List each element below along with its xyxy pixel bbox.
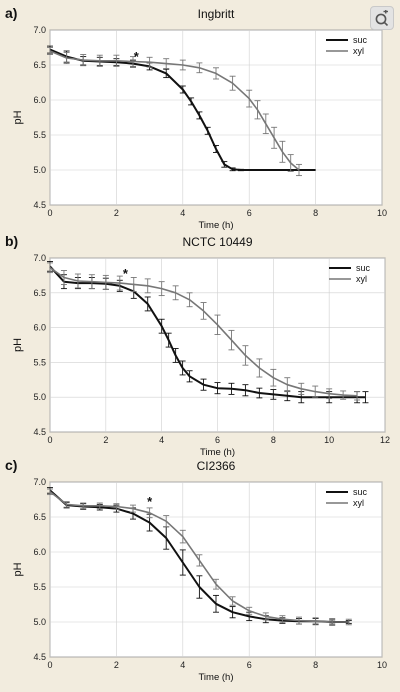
x-tick-label: 0 bbox=[47, 208, 52, 218]
plot-area bbox=[49, 29, 383, 206]
y-tick-label: 7.0 bbox=[33, 253, 46, 263]
legend-label-suc: suc bbox=[356, 263, 371, 273]
x-tick-label: 0 bbox=[47, 435, 52, 445]
legend-label-suc: suc bbox=[353, 35, 368, 45]
y-tick-label: 6.5 bbox=[33, 512, 46, 522]
y-tick-label: 6.0 bbox=[33, 323, 46, 333]
y-tick-label: 5.0 bbox=[33, 392, 46, 402]
y-tick-label: 5.5 bbox=[33, 130, 46, 140]
x-tick-label: 0 bbox=[47, 660, 52, 670]
x-axis-label: Time (h) bbox=[198, 672, 233, 683]
chart-title: CI2366 bbox=[197, 459, 236, 473]
legend-label-xyl: xyl bbox=[356, 274, 367, 284]
series-line-xyl bbox=[49, 267, 358, 397]
y-axis-label: pH bbox=[12, 338, 24, 352]
series-line-suc bbox=[49, 265, 366, 399]
significance-marker: * bbox=[147, 494, 153, 509]
series-line-suc bbox=[49, 48, 316, 171]
x-tick-label: 10 bbox=[377, 660, 387, 670]
x-tick-label: 6 bbox=[247, 208, 252, 218]
x-tick-label: 2 bbox=[103, 435, 108, 445]
y-tick-label: 4.5 bbox=[33, 652, 46, 662]
chart-panel-3: c) CI2366 0 2 4 6 8 10 4.5 5.0 5.5 6.0 6.5 7.0 Time (h… bbox=[5, 457, 387, 683]
x-tick-label: 4 bbox=[180, 208, 185, 218]
y-tick-label: 4.5 bbox=[33, 427, 46, 437]
plot-area bbox=[49, 481, 383, 658]
legend-label-suc: suc bbox=[353, 487, 368, 497]
y-tick-label: 5.0 bbox=[33, 617, 46, 627]
y-axis-label: pH bbox=[12, 562, 24, 576]
x-tick-label: 2 bbox=[114, 208, 119, 218]
y-tick-label: 6.0 bbox=[33, 95, 46, 105]
x-tick-label: 10 bbox=[324, 435, 334, 445]
chart-title: NCTC 10449 bbox=[182, 235, 252, 249]
y-tick-label: 5.5 bbox=[33, 357, 46, 367]
x-tick-label: 6 bbox=[247, 660, 252, 670]
x-tick-label: 10 bbox=[377, 208, 387, 218]
chart-panel-2: b) NCTC 10449 0 2 4 6 8 10 12 4.5 5.0 5.5 6.0 6.5 7.0 T… bbox=[5, 233, 390, 458]
y-tick-label: 7.0 bbox=[33, 477, 46, 487]
series-line-xyl bbox=[49, 50, 300, 171]
zoom-icon bbox=[375, 10, 389, 26]
panel-label: c) bbox=[5, 457, 17, 473]
y-tick-label: 6.5 bbox=[33, 60, 46, 70]
chart-panel-1: a) Ingbritt 0 2 4 6 8 10 4.5 5.0 5.5 6.0 6.5 7.0 Time … bbox=[5, 5, 387, 231]
y-tick-label: 5.0 bbox=[33, 165, 46, 175]
x-tick-label: 8 bbox=[271, 435, 276, 445]
y-axis-label: pH bbox=[12, 110, 24, 124]
y-tick-label: 4.5 bbox=[33, 200, 46, 210]
x-tick-label: 4 bbox=[180, 660, 185, 670]
panel-label: b) bbox=[5, 233, 18, 249]
legend-label-xyl: xyl bbox=[353, 498, 364, 508]
x-tick-label: 6 bbox=[215, 435, 220, 445]
panel-label: a) bbox=[5, 5, 17, 21]
x-tick-label: 2 bbox=[114, 660, 119, 670]
series-line-xyl bbox=[49, 491, 349, 623]
x-tick-label: 12 bbox=[380, 435, 390, 445]
legend-label-xyl: xyl bbox=[353, 46, 364, 56]
y-tick-label: 6.0 bbox=[33, 547, 46, 557]
x-axis-label: Time (h) bbox=[198, 220, 233, 231]
chart-title: Ingbritt bbox=[198, 7, 235, 21]
x-tick-label: 8 bbox=[313, 660, 318, 670]
y-tick-label: 5.5 bbox=[33, 582, 46, 592]
x-tick-label: 8 bbox=[313, 208, 318, 218]
x-tick-label: 4 bbox=[159, 435, 164, 445]
y-tick-label: 7.0 bbox=[33, 25, 46, 35]
significance-marker: * bbox=[123, 266, 129, 281]
y-tick-label: 6.5 bbox=[33, 288, 46, 298]
zoom-button[interactable] bbox=[370, 6, 394, 30]
significance-marker: * bbox=[134, 49, 140, 64]
x-axis-label: Time (h) bbox=[200, 447, 235, 458]
